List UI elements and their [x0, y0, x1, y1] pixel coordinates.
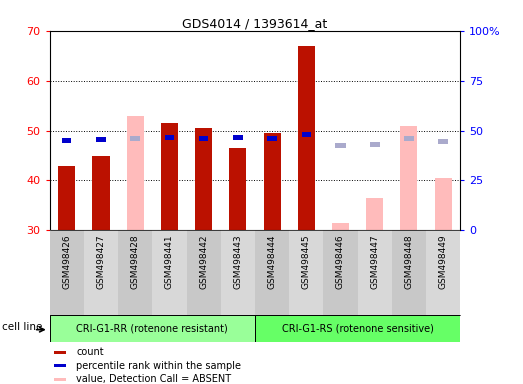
Bar — [152, 230, 187, 315]
Text: value, Detection Call = ABSENT: value, Detection Call = ABSENT — [76, 374, 232, 384]
Bar — [50, 315, 255, 342]
Bar — [332, 223, 349, 230]
Text: percentile rank within the sample: percentile rank within the sample — [76, 361, 242, 371]
Text: GSM498426: GSM498426 — [62, 235, 71, 289]
Text: GSM498442: GSM498442 — [199, 235, 208, 289]
Text: GSM498449: GSM498449 — [439, 235, 448, 289]
Bar — [335, 143, 346, 148]
Bar — [370, 142, 380, 147]
Bar — [298, 46, 315, 230]
Bar — [161, 123, 178, 230]
Text: count: count — [76, 347, 104, 358]
Bar — [289, 230, 323, 315]
Bar — [127, 116, 144, 230]
Bar — [50, 230, 84, 315]
Bar — [84, 230, 118, 315]
Text: GSM498443: GSM498443 — [233, 235, 242, 289]
Bar — [264, 133, 281, 230]
Bar — [54, 378, 66, 381]
Bar — [366, 198, 383, 230]
Bar — [54, 364, 66, 367]
Bar — [130, 136, 140, 141]
Bar — [435, 178, 452, 230]
Text: GSM498446: GSM498446 — [336, 235, 345, 289]
Text: CRI-G1-RR (rotenone resistant): CRI-G1-RR (rotenone resistant) — [76, 323, 228, 333]
Bar — [96, 137, 106, 142]
Text: GSM498441: GSM498441 — [165, 235, 174, 289]
Bar — [187, 230, 221, 315]
Bar — [165, 135, 174, 140]
Text: GSM498445: GSM498445 — [302, 235, 311, 289]
Bar — [358, 230, 392, 315]
Title: GDS4014 / 1393614_at: GDS4014 / 1393614_at — [183, 17, 327, 30]
Bar — [401, 126, 417, 230]
Bar — [323, 230, 358, 315]
Bar — [54, 351, 66, 354]
Bar — [392, 230, 426, 315]
Bar — [302, 132, 311, 137]
Bar — [438, 139, 448, 144]
Bar — [267, 136, 277, 141]
Text: GSM498444: GSM498444 — [268, 235, 277, 289]
Bar — [426, 230, 460, 315]
Bar — [58, 166, 75, 230]
Bar — [118, 230, 152, 315]
Bar — [255, 230, 289, 315]
Text: GSM498427: GSM498427 — [97, 235, 106, 289]
Bar — [233, 135, 243, 140]
Bar — [195, 128, 212, 230]
Bar — [221, 230, 255, 315]
Text: GSM498448: GSM498448 — [404, 235, 413, 289]
Bar — [404, 136, 414, 141]
Text: GSM498428: GSM498428 — [131, 235, 140, 289]
Bar — [229, 148, 246, 230]
Bar — [199, 136, 208, 141]
Bar — [255, 315, 460, 342]
Text: CRI-G1-RS (rotenone sensitive): CRI-G1-RS (rotenone sensitive) — [282, 323, 434, 333]
Bar — [62, 138, 72, 143]
Text: GSM498447: GSM498447 — [370, 235, 379, 289]
Text: cell line: cell line — [3, 322, 43, 332]
Bar — [93, 156, 109, 230]
